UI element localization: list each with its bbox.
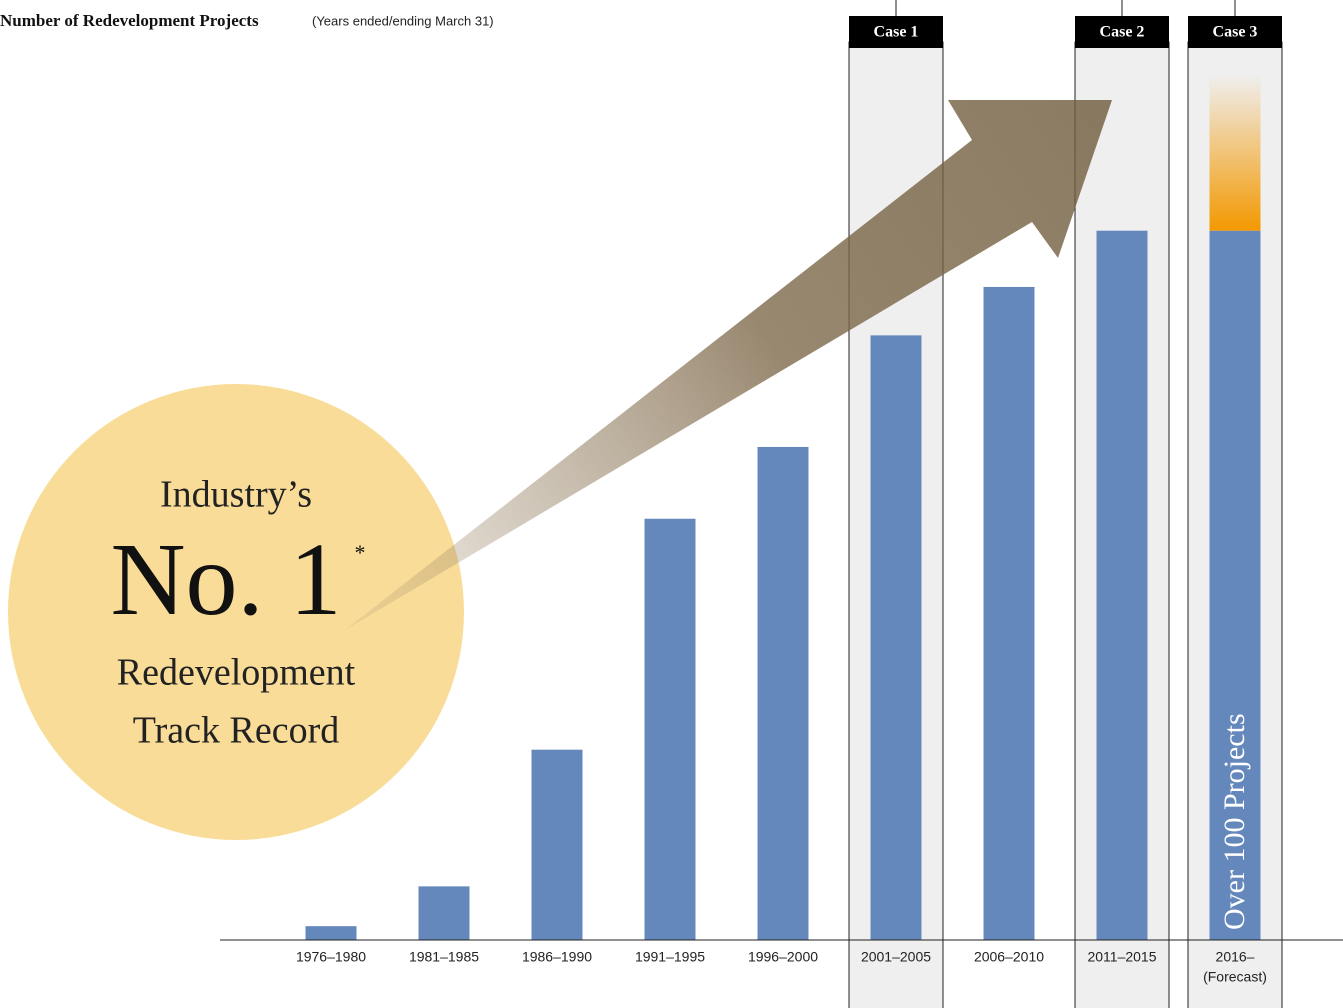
case-label: Case 2 <box>1100 24 1145 41</box>
forecast-bar <box>1209 75 1261 231</box>
x-tick-label: 1986–1990 <box>522 949 592 965</box>
x-tick-label: 1981–1985 <box>409 949 479 965</box>
x-tick-label: 2001–2005 <box>861 949 931 965</box>
bar <box>418 886 470 940</box>
case-label: Case 3 <box>1213 24 1258 41</box>
case-label: Case 1 <box>874 24 919 41</box>
badge-line4: Track Record <box>133 710 340 752</box>
foreground-layer: Number of Redevelopment Projects (Years … <box>0 11 1343 985</box>
bar <box>757 446 809 940</box>
badge-mark: * <box>355 540 366 565</box>
case-label-box <box>849 16 943 48</box>
chart-subtitle: (Years ended/ending March 31) <box>312 13 494 28</box>
bar <box>644 518 696 940</box>
x-tick-label: (Forecast) <box>1203 969 1267 985</box>
x-tick-label: 2016– <box>1216 949 1255 965</box>
bar <box>531 749 583 940</box>
bar <box>1209 230 1261 940</box>
bar <box>305 926 357 940</box>
growth-arrow <box>345 100 1112 630</box>
bar-annotation: Over 100 Projects <box>1218 713 1251 930</box>
badge-rank: No. 1 <box>110 522 341 637</box>
badge-line3: Redevelopment <box>117 652 356 694</box>
bar <box>870 335 922 940</box>
case-label-box <box>1188 16 1282 48</box>
badge-line1: Industry’s <box>160 474 312 516</box>
x-tick-label: 1996–2000 <box>748 949 818 965</box>
badge-circle <box>8 384 464 840</box>
case-label-box <box>1075 16 1169 48</box>
chart-title: Number of Redevelopment Projects <box>0 11 259 30</box>
bar-layer <box>305 75 1261 940</box>
x-tick-label: 2006–2010 <box>974 949 1044 965</box>
x-tick-label: 1991–1995 <box>635 949 705 965</box>
bar <box>983 286 1035 940</box>
x-tick-label: 2011–2015 <box>1087 949 1156 965</box>
bar <box>1096 230 1148 940</box>
x-tick-label: 1976–1980 <box>296 949 366 965</box>
